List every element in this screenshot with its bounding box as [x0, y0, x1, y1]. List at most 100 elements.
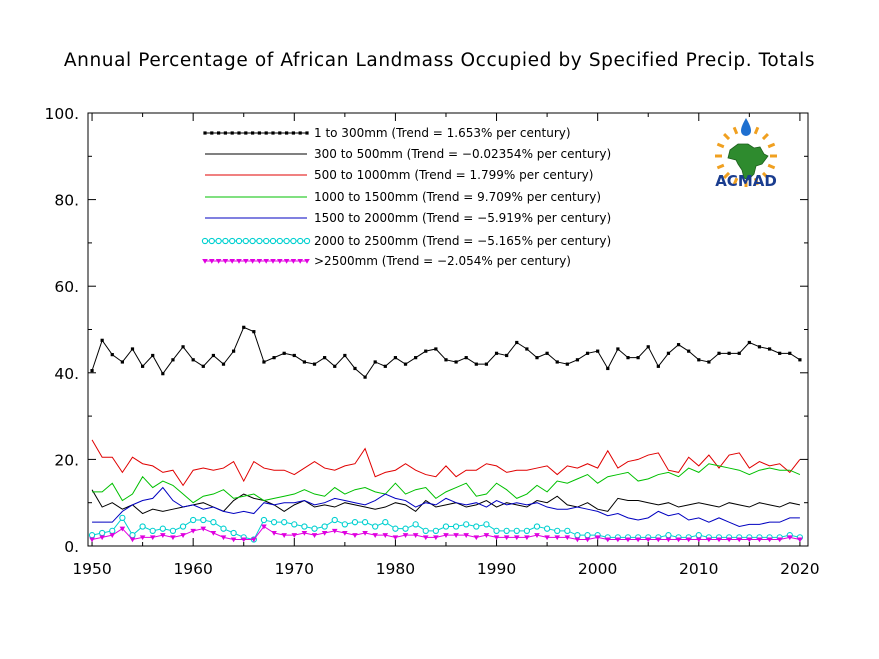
series-line — [91, 326, 801, 378]
data-point — [321, 531, 328, 536]
acmad-logo: ACMAD — [715, 118, 777, 190]
axis-tick-labels: 1950 1960 1970 1980 1990 2000 2010 2020 0. 20. 40.… — [44, 105, 819, 578]
data-point — [788, 351, 792, 355]
data-point — [474, 362, 478, 366]
series-group — [88, 325, 804, 543]
data-point — [100, 338, 104, 342]
legend-marker — [298, 131, 302, 135]
data-point — [554, 527, 561, 534]
data-point — [443, 533, 449, 538]
legend-marker — [290, 237, 297, 245]
data-point — [766, 537, 773, 543]
data-point — [301, 531, 308, 536]
data-point — [645, 537, 652, 543]
data-point — [260, 516, 268, 524]
data-point — [191, 358, 195, 362]
sun-ray — [732, 126, 739, 135]
data-point — [383, 364, 387, 368]
data-point — [89, 537, 95, 543]
data-point — [109, 533, 116, 538]
series-1 — [90, 325, 802, 379]
data-point — [139, 523, 146, 530]
x-tick-label: 1990 — [477, 560, 516, 578]
sun-ray — [753, 126, 760, 135]
data-point — [776, 537, 783, 543]
logo-label: ACMAD — [715, 172, 777, 190]
legend-label: 2000 to 2500mm (Trend = −5.165% per cent… — [314, 234, 611, 248]
sun-ray — [753, 177, 760, 186]
data-point — [180, 533, 186, 538]
data-point — [261, 524, 267, 530]
data-point — [434, 347, 438, 351]
data-point — [402, 525, 409, 532]
legend-marker — [235, 237, 243, 245]
data-point — [737, 351, 741, 355]
data-point — [312, 362, 317, 366]
data-point — [534, 533, 540, 538]
data-point — [493, 527, 500, 534]
data-point — [493, 535, 500, 541]
data-point — [625, 537, 631, 543]
data-point — [544, 535, 550, 541]
y-tick-label: 20. — [54, 451, 79, 469]
data-point — [302, 360, 307, 364]
data-point — [221, 362, 226, 366]
data-point — [291, 533, 298, 538]
data-point — [424, 349, 428, 353]
data-point — [262, 360, 266, 364]
legend-marker — [202, 259, 208, 264]
series-line — [92, 486, 800, 528]
data-point — [170, 535, 176, 541]
data-point — [88, 532, 96, 539]
data-point — [361, 519, 369, 526]
data-point — [373, 360, 377, 364]
legend-marker — [256, 259, 263, 264]
data-point — [453, 533, 459, 538]
data-point — [321, 523, 328, 530]
data-point — [584, 532, 591, 539]
data-point — [139, 535, 146, 541]
data-point — [473, 523, 480, 530]
data-point — [543, 525, 551, 532]
data-point — [717, 351, 721, 355]
data-point — [676, 343, 681, 347]
x-tick-label: 1980 — [376, 560, 415, 578]
data-point — [464, 356, 468, 360]
data-point — [393, 356, 398, 360]
sun-ray — [716, 163, 725, 170]
data-point — [524, 535, 530, 541]
data-point — [179, 523, 187, 530]
legend-marker — [244, 131, 248, 135]
data-point — [656, 364, 660, 368]
data-point — [665, 537, 672, 543]
legend-marker — [209, 259, 215, 264]
data-point — [554, 535, 561, 541]
data-point — [626, 356, 630, 360]
legend-label: 1 to 300mm (Trend = 1.653% per century) — [314, 126, 571, 140]
legend-marker — [305, 131, 309, 135]
legend-marker — [276, 237, 283, 245]
data-point — [232, 349, 236, 353]
legend-marker — [215, 259, 222, 264]
data-point — [533, 523, 541, 530]
data-point — [707, 360, 711, 364]
data-point — [382, 533, 389, 538]
y-tick-label: 80. — [54, 192, 79, 210]
legend-marker — [249, 259, 256, 264]
data-point — [594, 535, 601, 541]
data-point — [210, 531, 217, 536]
data-point — [606, 366, 610, 371]
legend-marker — [229, 259, 235, 264]
data-point — [483, 533, 490, 538]
data-point — [402, 533, 409, 538]
data-point — [584, 537, 591, 543]
data-point — [503, 535, 510, 541]
data-point — [575, 358, 580, 362]
data-point — [392, 535, 399, 541]
data-point — [311, 533, 318, 538]
data-point — [786, 535, 793, 541]
legend-marker — [230, 131, 234, 135]
data-point — [778, 351, 782, 355]
legend-marker — [201, 237, 209, 245]
legend-marker — [291, 131, 295, 135]
